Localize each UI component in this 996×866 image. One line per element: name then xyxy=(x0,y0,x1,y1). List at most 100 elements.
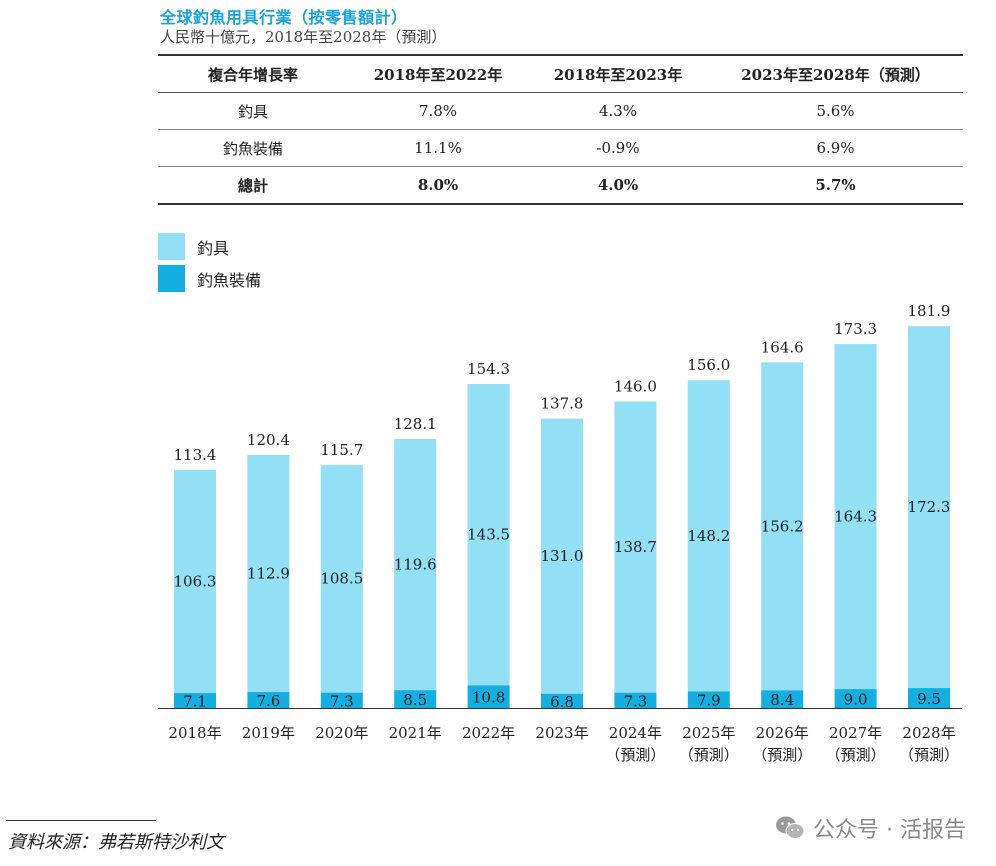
data-label-equipment: 7.3 xyxy=(330,692,354,710)
cagr-table: 複合年增長率 2018年至2022年 2018年至2023年 2023年至202… xyxy=(158,54,963,205)
table-row: 釣具 7.8% 4.3% 5.6% xyxy=(158,92,963,130)
chart-title: 全球釣魚用具行業（按零售額計） xyxy=(160,8,408,27)
data-label-total: 120.4 xyxy=(247,431,290,449)
bar-segment-equipment xyxy=(174,693,216,708)
bar-segment-tackle xyxy=(687,380,730,692)
bar-segment-tackle xyxy=(320,464,363,693)
data-label-total: 137.8 xyxy=(541,395,584,413)
bar-segment-tackle xyxy=(394,438,437,691)
legend-item-tackle: 釣具 xyxy=(158,233,229,260)
legend-item-equipment: 釣魚裝備 xyxy=(158,265,261,292)
table-header-cell: 2018年至2023年 xyxy=(528,54,708,93)
bar-segment-equipment xyxy=(320,692,363,708)
table-header-cell: 複合年增長率 xyxy=(158,54,348,93)
data-label-tackle: 138.7 xyxy=(614,538,657,556)
x-tick-note: （預測） xyxy=(605,746,665,764)
bar-segment-equipment xyxy=(614,692,657,708)
x-tick-label: 2025年 xyxy=(682,724,735,742)
data-label-tackle: 148.2 xyxy=(687,527,730,545)
x-tick-note: （預測） xyxy=(826,746,886,764)
row-label: 釣具 xyxy=(158,92,348,130)
table-cell: 4.0% xyxy=(528,166,708,205)
data-label-total: 181.9 xyxy=(908,302,951,320)
data-label-equipment: 7.9 xyxy=(697,692,721,710)
data-label-equipment: 9.0 xyxy=(844,691,868,709)
data-label-tackle: 119.6 xyxy=(394,556,437,574)
data-label-total: 156.0 xyxy=(687,356,730,374)
bar-segment-tackle xyxy=(908,326,950,689)
x-tick-label: 2027年 xyxy=(829,724,882,742)
table-cell: -0.9% xyxy=(528,129,708,167)
bar-segment-equipment xyxy=(467,685,510,708)
wechat-icon xyxy=(776,816,805,839)
legend-swatch xyxy=(158,265,185,292)
bar-segment-equipment xyxy=(541,693,583,708)
data-label-equipment: 7.1 xyxy=(183,693,207,711)
table-cell: 11.1% xyxy=(348,129,528,167)
x-tick-label: 2019年 xyxy=(242,724,295,742)
bar-segment-equipment xyxy=(761,690,804,708)
legend-label: 釣具 xyxy=(197,238,230,258)
x-tick-label: 2022年 xyxy=(462,724,515,742)
source-note: 資料來源：弗若斯特沙利文 xyxy=(8,832,224,853)
x-tick-label: 2021年 xyxy=(389,724,442,742)
data-label-total: 154.3 xyxy=(467,360,510,378)
x-tick-label: 2026年 xyxy=(756,724,809,742)
chart-subtitle: 人民幣十億元，2018年至2028年（預測） xyxy=(160,28,447,46)
data-label-equipment: 6.8 xyxy=(550,693,574,711)
data-label-total: 164.6 xyxy=(761,338,804,356)
row-label: 總計 xyxy=(158,166,348,205)
data-label-tackle: 108.5 xyxy=(320,570,363,588)
table-cell: 4.3% xyxy=(528,92,708,130)
bar-segment-tackle xyxy=(834,344,877,690)
data-label-equipment: 8.5 xyxy=(403,691,427,709)
table-header-cell: 2018年至2022年 xyxy=(348,54,528,93)
source-divider xyxy=(6,820,156,821)
table-row: 釣魚裝備 11.1% -0.9% 6.9% xyxy=(158,129,963,167)
watermark: 公众号 · 活报告 xyxy=(775,812,966,844)
table-cell: 6.9% xyxy=(708,129,963,167)
x-tick-label: 2024年 xyxy=(609,724,662,742)
watermark-text: 公众号 · 活报告 xyxy=(813,818,966,843)
x-tick-label: 2018年 xyxy=(168,724,221,742)
bar-segment-equipment xyxy=(687,691,730,708)
table-header-cell: 2023年至2028年（預測） xyxy=(708,54,963,93)
x-tick-note: （預測） xyxy=(899,746,959,764)
table-cell: 5.6% xyxy=(708,92,963,130)
bar-segment-tackle xyxy=(247,454,290,693)
x-tick-note: （預測） xyxy=(752,746,812,764)
data-label-equipment: 7.3 xyxy=(623,692,647,710)
legend-swatch xyxy=(158,233,185,260)
x-tick-label: 2023年 xyxy=(535,724,588,742)
bar-segment-equipment xyxy=(247,692,290,708)
table-header-row: 複合年增長率 2018年至2022年 2018年至2023年 2023年至202… xyxy=(158,54,963,93)
data-label-total: 128.1 xyxy=(394,415,437,433)
data-label-equipment: 7.6 xyxy=(256,692,280,710)
bar-segment-tackle xyxy=(174,469,216,694)
data-label-tackle: 156.2 xyxy=(761,517,804,535)
x-tick-note: （預測） xyxy=(679,746,739,764)
data-label-tackle: 131.0 xyxy=(541,547,584,565)
table-cell: 8.0% xyxy=(348,166,528,205)
bar-segment-equipment xyxy=(394,690,437,708)
table-cell: 7.8% xyxy=(348,92,528,130)
data-label-equipment: 8.4 xyxy=(770,691,794,709)
x-tick-label: 2028年 xyxy=(902,724,955,742)
data-label-total: 146.0 xyxy=(614,377,657,395)
data-label-total: 115.7 xyxy=(320,441,363,459)
bar-segment-tackle xyxy=(467,383,510,686)
data-label-tackle: 112.9 xyxy=(247,564,290,582)
data-label-total: 173.3 xyxy=(834,320,877,338)
bar-segment-tackle xyxy=(541,418,583,694)
row-label: 釣魚裝備 xyxy=(158,129,348,167)
data-label-equipment: 10.8 xyxy=(472,689,505,707)
bar-segment-tackle xyxy=(614,401,657,693)
legend-label: 釣魚裝備 xyxy=(197,270,262,290)
data-label-tackle: 106.3 xyxy=(174,572,217,590)
data-label-equipment: 9.5 xyxy=(917,690,941,708)
x-tick-label: 2020年 xyxy=(315,724,368,742)
bar-segment-equipment xyxy=(908,688,950,708)
table-cell: 5.7% xyxy=(708,166,963,205)
table-total-row: 總計 8.0% 4.0% 5.7% xyxy=(158,166,963,205)
